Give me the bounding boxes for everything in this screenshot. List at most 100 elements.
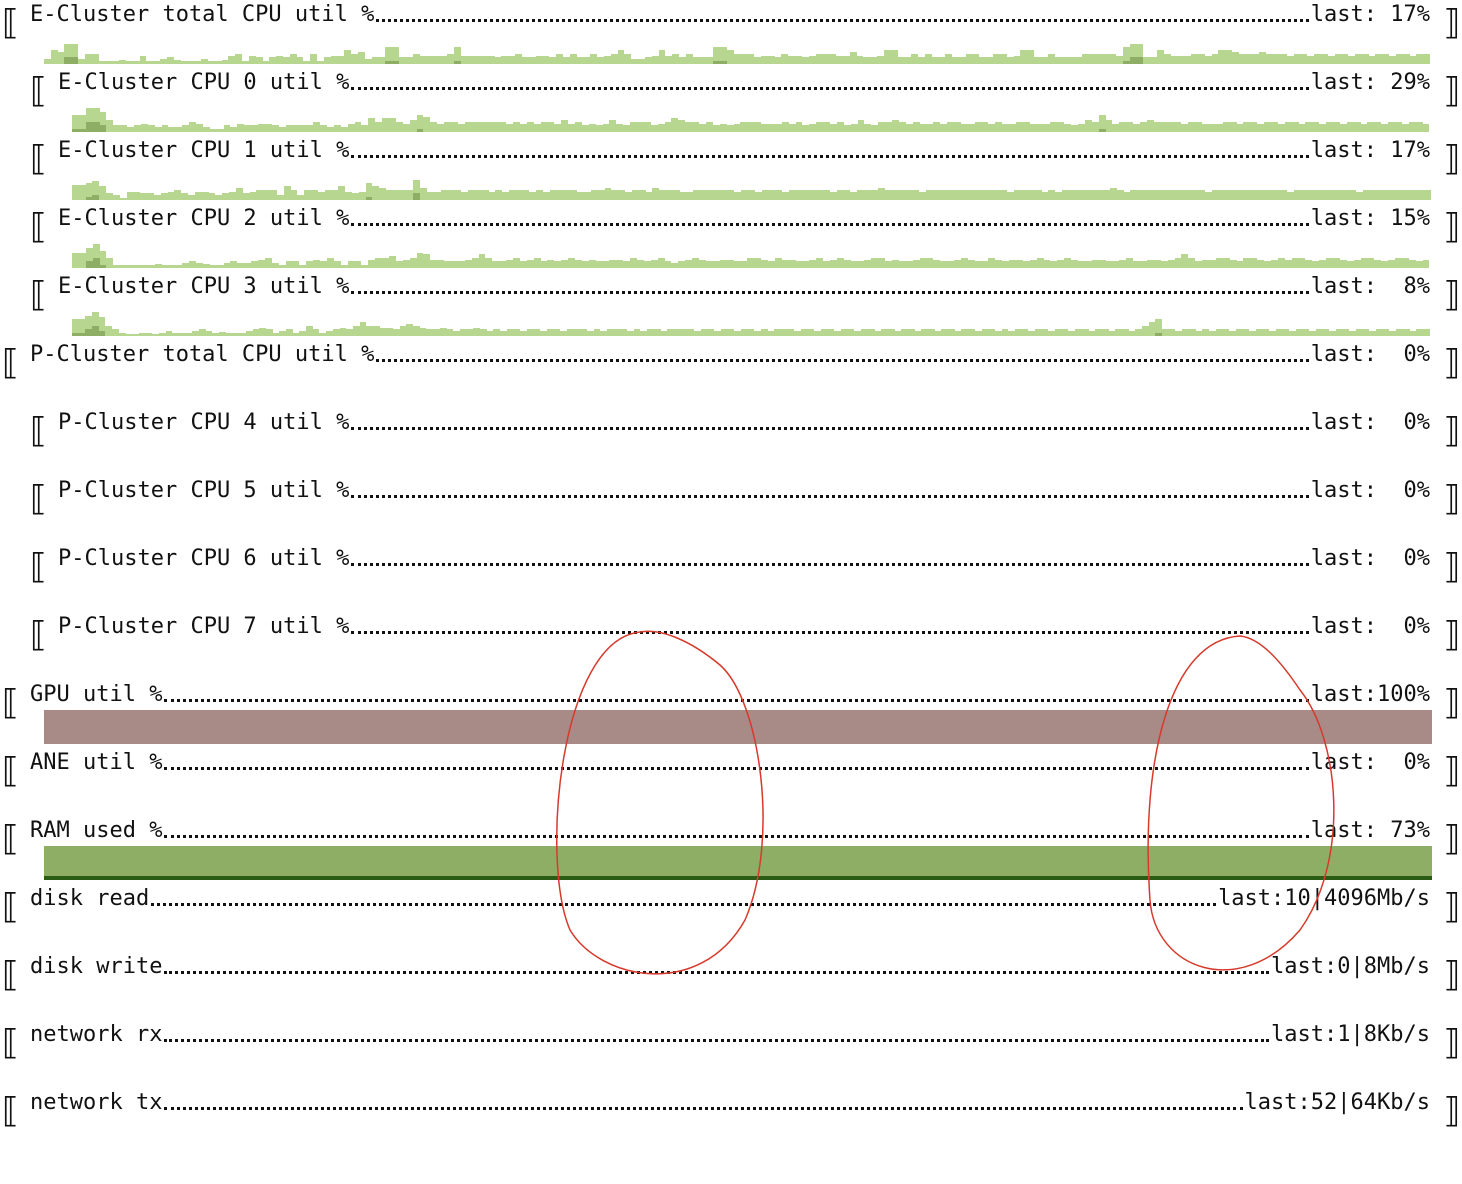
sparkline-bar bbox=[554, 1050, 561, 1084]
sparkline-fill bbox=[1056, 876, 1064, 880]
sparkline-fill bbox=[1409, 55, 1417, 64]
sparkline-bar bbox=[1084, 234, 1092, 268]
sparkline-bar bbox=[169, 370, 176, 404]
sparkline-bar bbox=[1389, 1050, 1396, 1084]
sparkline-bar bbox=[654, 710, 662, 744]
sparkline-bar bbox=[775, 574, 782, 608]
sparkline-bar bbox=[168, 642, 175, 676]
sparkline-bar bbox=[260, 370, 267, 404]
sparkline-fill bbox=[706, 57, 714, 64]
sparkline-bar bbox=[908, 982, 915, 1016]
sparkline-bar bbox=[146, 30, 154, 64]
sparkline-bar bbox=[1243, 574, 1250, 608]
leader-dots bbox=[164, 1039, 1270, 1042]
sparkline-bar bbox=[1170, 30, 1178, 64]
sparkline-bar bbox=[754, 302, 761, 336]
sparkline-bar bbox=[706, 642, 713, 676]
sparkline-bar bbox=[217, 438, 224, 472]
sparkline-fill bbox=[650, 259, 658, 268]
sparkline-fill bbox=[1208, 259, 1216, 268]
sparkline-fill bbox=[393, 329, 400, 336]
sparkline-fill bbox=[199, 329, 206, 336]
sparkline-bar bbox=[245, 302, 253, 336]
sparkline-fill bbox=[556, 189, 564, 200]
sparkline-bar bbox=[899, 438, 906, 472]
sparkline-bar bbox=[1230, 438, 1237, 472]
sparkline-bar bbox=[767, 30, 775, 64]
sparkline-bar bbox=[1333, 438, 1340, 472]
sparkline-bar bbox=[667, 302, 674, 336]
sparkline-bar bbox=[450, 234, 458, 268]
sparkline-bar bbox=[599, 846, 606, 880]
sparkline-bar bbox=[79, 1050, 86, 1084]
sparkline-bar bbox=[1092, 1050, 1099, 1084]
sparkline-bar bbox=[1209, 574, 1216, 608]
sparkline-fill bbox=[1205, 191, 1213, 200]
last-readout: last: 29% bbox=[1311, 70, 1430, 96]
sparkline-bar bbox=[391, 982, 398, 1016]
sparkline-bar bbox=[643, 98, 651, 132]
sparkline-bar bbox=[237, 98, 245, 132]
sparkline-fill bbox=[795, 189, 803, 200]
sparkline-fill bbox=[855, 846, 863, 880]
sparkline-fill bbox=[515, 53, 522, 64]
sparkline-fill bbox=[536, 189, 544, 200]
sparkline-bar bbox=[671, 370, 678, 404]
sparkline-bar bbox=[906, 574, 913, 608]
sparkline-fill bbox=[202, 263, 210, 268]
sparkline-bar bbox=[836, 166, 844, 200]
sparkline-fill bbox=[140, 193, 148, 200]
sparkline-bar bbox=[1332, 98, 1340, 132]
sparkline-fill bbox=[689, 710, 697, 744]
sparkline-bar bbox=[682, 710, 690, 744]
sparkline-bar bbox=[92, 166, 100, 200]
sparkline-fill bbox=[474, 846, 482, 880]
sparkline-bar bbox=[437, 98, 445, 132]
sparkline-bar bbox=[823, 166, 830, 200]
sparkline-bar bbox=[783, 370, 790, 404]
sparkline-bar bbox=[1347, 438, 1354, 472]
sparkline-bar bbox=[1307, 30, 1315, 64]
panel-title: P-Cluster total CPU util % bbox=[30, 342, 375, 367]
sparkline-bar bbox=[1250, 574, 1257, 608]
sparkline-bar bbox=[752, 914, 759, 948]
sparkline-bar bbox=[672, 166, 680, 200]
sparkline-bar bbox=[1415, 98, 1423, 132]
sparkline-bar bbox=[526, 234, 534, 268]
sparkline-bar bbox=[661, 778, 668, 812]
sparkline-bar bbox=[86, 1118, 93, 1152]
sparkline-fill bbox=[1334, 846, 1342, 880]
sparkline-fill bbox=[1238, 53, 1246, 64]
sparkline-bar bbox=[106, 846, 114, 880]
sparkline-bar bbox=[78, 98, 86, 132]
sparkline-bar bbox=[1106, 982, 1113, 1016]
sparkline-bar bbox=[71, 846, 79, 880]
sparkline-bar bbox=[1215, 98, 1223, 132]
sparkline-fill bbox=[259, 710, 266, 744]
sparkline-fill bbox=[801, 57, 809, 64]
sparkline-fill bbox=[1126, 257, 1134, 268]
sparkline-bar bbox=[1089, 370, 1096, 404]
sparkline-fill bbox=[1119, 876, 1127, 880]
sparkline-fill bbox=[1341, 876, 1349, 880]
sparkline-bar bbox=[125, 30, 133, 64]
sparkline-bar bbox=[1208, 302, 1216, 336]
sparkline-fill bbox=[772, 710, 780, 744]
panel-p-cluster-total: ⟦ ⟧ P-Cluster total CPU util % last: 0% bbox=[0, 340, 1462, 408]
sparkline-bar bbox=[352, 302, 360, 336]
sparkline-bar bbox=[1282, 302, 1290, 336]
sparkline-fill bbox=[993, 53, 1000, 64]
sparkline-bar bbox=[404, 710, 412, 744]
sparkline-bar bbox=[239, 302, 246, 336]
sparkline-fill bbox=[696, 846, 704, 880]
sparkline-bar bbox=[1244, 846, 1252, 880]
sparkline-bar bbox=[650, 370, 657, 404]
sparkline-fill bbox=[550, 846, 558, 880]
sparkline-fill bbox=[494, 846, 502, 880]
sparkline-bar bbox=[993, 30, 1000, 64]
sparkline-bar bbox=[84, 30, 92, 64]
last-label: last: bbox=[1271, 1022, 1338, 1047]
sparkline-bar bbox=[871, 574, 878, 608]
sparkline-fill bbox=[1277, 257, 1285, 268]
sparkline bbox=[44, 30, 1431, 64]
